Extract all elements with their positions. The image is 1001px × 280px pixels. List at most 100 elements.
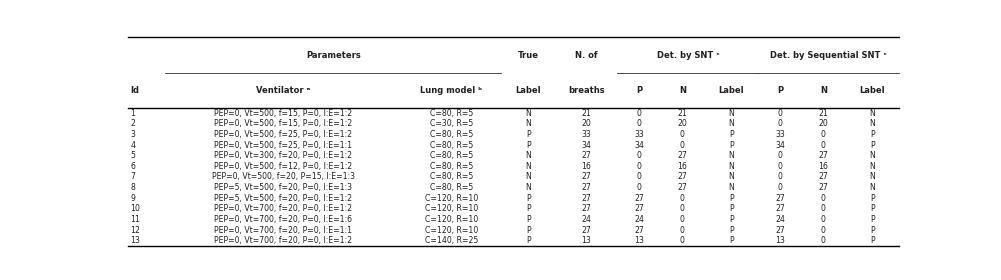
Text: 27: 27 [582,225,592,235]
Text: 34: 34 [634,141,644,150]
Text: P: P [729,130,734,139]
Text: N: N [729,172,734,181]
Text: P: P [527,204,531,213]
Text: 27: 27 [678,183,688,192]
Text: P: P [870,215,875,224]
Text: 7: 7 [130,172,135,181]
Text: 13: 13 [130,236,140,245]
Text: PEP=0, Vt=700, f=20, P=0, I:E=1:2: PEP=0, Vt=700, f=20, P=0, I:E=1:2 [214,204,352,213]
Text: 27: 27 [775,194,785,203]
Text: P: P [527,236,531,245]
Text: C=80, R=5: C=80, R=5 [429,130,473,139]
Text: 20: 20 [582,119,592,128]
Text: 0: 0 [778,151,783,160]
Text: 27: 27 [819,151,828,160]
Text: 0: 0 [821,215,826,224]
Text: 27: 27 [582,204,592,213]
Text: 0: 0 [637,151,642,160]
Text: 6: 6 [130,162,135,171]
Text: PEP=0, Vt=700, f=20, P=0, I:E=1:6: PEP=0, Vt=700, f=20, P=0, I:E=1:6 [214,215,352,224]
Text: P: P [870,204,875,213]
Text: C=80, R=5: C=80, R=5 [429,109,473,118]
Text: P: P [870,236,875,245]
Text: 27: 27 [775,225,785,235]
Text: P: P [870,225,875,235]
Text: PEP=0, Vt=500, f=15, P=0, I:E=1:2: PEP=0, Vt=500, f=15, P=0, I:E=1:2 [214,119,352,128]
Text: PEP=0, Vt=500, f=20, P=15, I:E=1:3: PEP=0, Vt=500, f=20, P=15, I:E=1:3 [212,172,354,181]
Text: N: N [729,162,734,171]
Text: 13: 13 [775,236,785,245]
Text: 0: 0 [637,172,642,181]
Text: 34: 34 [582,141,592,150]
Text: 12: 12 [130,225,140,235]
Text: 9: 9 [130,194,135,203]
Text: P: P [870,194,875,203]
Text: 0: 0 [821,204,826,213]
Text: 0: 0 [637,183,642,192]
Text: P: P [729,215,734,224]
Text: 0: 0 [778,119,783,128]
Text: P: P [870,141,875,150]
Text: 0: 0 [680,236,685,245]
Text: 27: 27 [819,172,828,181]
Text: N: N [526,162,532,171]
Text: 0: 0 [821,141,826,150]
Text: 24: 24 [582,215,592,224]
Text: C=80, R=5: C=80, R=5 [429,151,473,160]
Text: 33: 33 [635,130,644,139]
Text: N: N [679,86,686,95]
Text: N: N [526,183,532,192]
Text: N: N [869,119,875,128]
Text: True: True [518,51,539,60]
Text: PEP=5, Vt=500, f=20, P=0, I:E=1:3: PEP=5, Vt=500, f=20, P=0, I:E=1:3 [214,183,352,192]
Text: 27: 27 [582,172,592,181]
Text: Det. by SNT ᶜ: Det. by SNT ᶜ [657,51,719,60]
Text: 0: 0 [778,109,783,118]
Text: 27: 27 [582,194,592,203]
Text: 34: 34 [775,141,785,150]
Text: PEP=0, Vt=500, f=15, P=0, I:E=1:2: PEP=0, Vt=500, f=15, P=0, I:E=1:2 [214,109,352,118]
Text: N: N [526,109,532,118]
Text: 0: 0 [680,194,685,203]
Text: P: P [870,130,875,139]
Text: 24: 24 [634,215,644,224]
Text: P: P [527,141,531,150]
Text: N: N [869,151,875,160]
Text: breaths: breaths [569,86,605,95]
Text: 0: 0 [821,194,826,203]
Text: C=80, R=5: C=80, R=5 [429,141,473,150]
Text: N: N [729,109,734,118]
Text: C=120, R=10: C=120, R=10 [424,194,478,203]
Text: C=80, R=5: C=80, R=5 [429,162,473,171]
Text: P: P [527,130,531,139]
Text: N: N [729,183,734,192]
Text: C=80, R=5: C=80, R=5 [429,183,473,192]
Text: 16: 16 [819,162,829,171]
Text: C=140, R=25: C=140, R=25 [424,236,478,245]
Text: 24: 24 [775,215,785,224]
Text: PEP=5, Vt=500, f=20, P=0, I:E=1:2: PEP=5, Vt=500, f=20, P=0, I:E=1:2 [214,194,352,203]
Text: 13: 13 [634,236,644,245]
Text: Label: Label [719,86,744,95]
Text: P: P [729,236,734,245]
Text: 1: 1 [130,109,135,118]
Text: 8: 8 [130,183,135,192]
Text: 0: 0 [680,204,685,213]
Text: C=120, R=10: C=120, R=10 [424,215,478,224]
Text: P: P [527,215,531,224]
Text: PEP=0, Vt=500, f=12, P=0, I:E=1:2: PEP=0, Vt=500, f=12, P=0, I:E=1:2 [214,162,352,171]
Text: 21: 21 [819,109,829,118]
Text: 3: 3 [130,130,135,139]
Text: P: P [729,194,734,203]
Text: Det. by Sequential SNT ᶜ: Det. by Sequential SNT ᶜ [771,51,887,60]
Text: PEP=0, Vt=500, f=25, P=0, I:E=1:2: PEP=0, Vt=500, f=25, P=0, I:E=1:2 [214,130,352,139]
Text: N: N [729,151,734,160]
Text: C=30, R=5: C=30, R=5 [429,119,473,128]
Text: 27: 27 [635,225,644,235]
Text: C=120, R=10: C=120, R=10 [424,204,478,213]
Text: 0: 0 [778,162,783,171]
Text: P: P [527,225,531,235]
Text: Ventilator ᵃ: Ventilator ᵃ [256,86,310,95]
Text: 16: 16 [582,162,592,171]
Text: N: N [820,86,827,95]
